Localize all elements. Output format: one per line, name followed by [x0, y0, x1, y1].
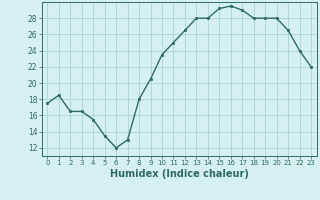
- X-axis label: Humidex (Indice chaleur): Humidex (Indice chaleur): [110, 169, 249, 179]
